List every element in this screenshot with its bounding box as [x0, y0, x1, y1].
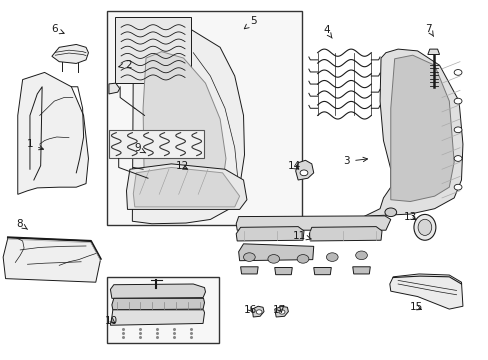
- Text: 9: 9: [134, 143, 145, 153]
- Polygon shape: [390, 55, 453, 202]
- Text: 12: 12: [175, 161, 188, 171]
- Circle shape: [384, 208, 396, 217]
- Circle shape: [300, 170, 307, 176]
- Circle shape: [453, 98, 461, 104]
- Text: 10: 10: [105, 316, 118, 325]
- Circle shape: [453, 69, 461, 75]
- Circle shape: [453, 156, 461, 161]
- Polygon shape: [52, 44, 88, 63]
- Text: 14: 14: [287, 161, 300, 171]
- Polygon shape: [240, 267, 258, 274]
- Polygon shape: [274, 306, 288, 317]
- Circle shape: [355, 251, 366, 260]
- Text: 16: 16: [244, 305, 257, 315]
- Text: 5: 5: [244, 17, 256, 29]
- Ellipse shape: [417, 219, 431, 235]
- Polygon shape: [110, 284, 205, 298]
- Text: 11: 11: [292, 231, 311, 240]
- Ellipse shape: [413, 215, 435, 240]
- Circle shape: [256, 310, 262, 314]
- Text: 15: 15: [408, 302, 422, 312]
- Polygon shape: [143, 51, 225, 206]
- Bar: [109, 130, 203, 158]
- Text: 13: 13: [403, 212, 416, 221]
- Polygon shape: [313, 267, 330, 275]
- Polygon shape: [112, 298, 204, 310]
- Polygon shape: [126, 164, 246, 210]
- Polygon shape: [352, 267, 369, 274]
- Bar: [107, 277, 219, 343]
- Text: 17: 17: [272, 305, 285, 315]
- Polygon shape: [236, 216, 390, 230]
- Text: 1: 1: [26, 139, 43, 150]
- Polygon shape: [236, 226, 304, 241]
- Polygon shape: [274, 267, 292, 275]
- Polygon shape: [109, 83, 120, 94]
- Bar: [115, 17, 190, 83]
- Polygon shape: [295, 160, 313, 180]
- Circle shape: [453, 184, 461, 190]
- Text: 2: 2: [119, 59, 131, 69]
- Polygon shape: [389, 274, 462, 309]
- Polygon shape: [18, 72, 88, 194]
- Circle shape: [267, 255, 279, 263]
- Polygon shape: [132, 30, 244, 224]
- Polygon shape: [427, 49, 439, 54]
- Circle shape: [326, 253, 337, 261]
- Bar: [107, 12, 302, 225]
- Polygon shape: [252, 306, 264, 317]
- Circle shape: [243, 253, 255, 261]
- Polygon shape: [238, 244, 313, 261]
- Polygon shape: [3, 237, 101, 282]
- Circle shape: [453, 127, 461, 133]
- Text: 3: 3: [343, 156, 367, 166]
- Circle shape: [297, 255, 308, 263]
- Text: 4: 4: [323, 26, 331, 38]
- Text: 6: 6: [51, 24, 64, 35]
- Polygon shape: [133, 167, 239, 207]
- Polygon shape: [361, 49, 462, 218]
- Circle shape: [279, 310, 285, 314]
- Text: 8: 8: [16, 219, 27, 229]
- Polygon shape: [309, 226, 381, 241]
- Polygon shape: [110, 310, 204, 325]
- Text: 7: 7: [425, 24, 433, 36]
